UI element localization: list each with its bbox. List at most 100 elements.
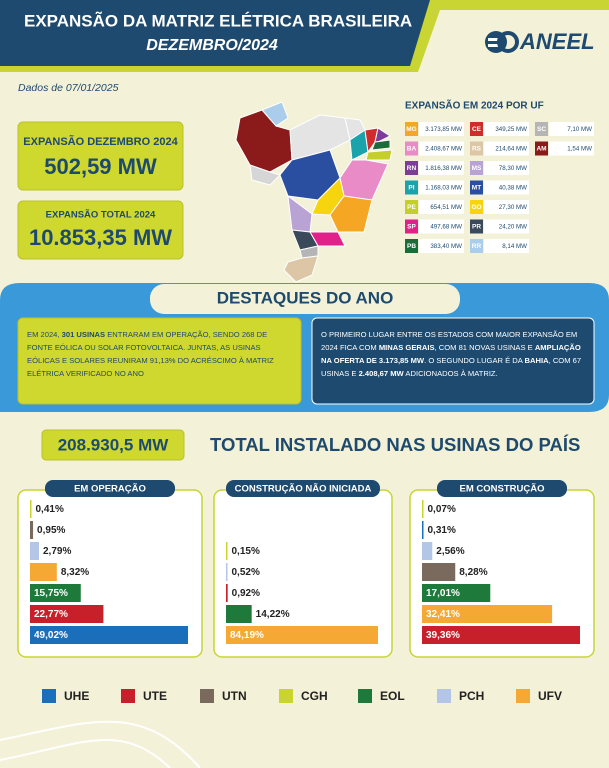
uf-value-box (484, 122, 529, 136)
uf-code: PR (472, 224, 481, 231)
uf-code: SC (537, 126, 546, 133)
bar (30, 500, 32, 518)
uf-value-box (419, 161, 464, 175)
kpi-value: 502,59 MW (44, 154, 157, 179)
bold-text: MINAS GERAIS (378, 343, 435, 352)
highlights-title: DESTAQUES DO ANO (217, 288, 394, 307)
highlight-box (17, 317, 302, 405)
bar (422, 584, 491, 602)
text: ADICIONADOS À MATRIZ. (403, 369, 498, 378)
header-band (0, 0, 430, 66)
text: . O SEGUNDO LUGAR É DA (424, 356, 525, 365)
bar-label: 49,02% (34, 630, 68, 641)
bar-label: 2,79% (43, 546, 71, 557)
uf-value-box (419, 219, 464, 234)
bar-label: 2,56% (436, 546, 464, 557)
uf-badge (470, 180, 483, 195)
uf-value: 7,10 MW (567, 126, 592, 133)
legend-swatch (437, 689, 451, 703)
bar (30, 626, 188, 644)
uf-badge (405, 122, 418, 136)
uf-badge (470, 122, 483, 136)
bold-text: 2.408,67 MW (358, 369, 404, 378)
uf-value: 1.168,03 MW (425, 185, 462, 192)
bar-label: 15,75% (34, 588, 68, 599)
text: O PRIMEIRO LUGAR ENTRE OS ESTADOS COM MA… (321, 330, 578, 352)
uf-badge (405, 239, 418, 253)
header-subtitle: DEZEMBRO/2024 (146, 37, 278, 54)
uf-value: 383,40 MW (430, 243, 462, 250)
kpi-box (17, 121, 184, 191)
highlight-text: O PRIMEIRO LUGAR ENTRE OS ESTADOS COM MA… (321, 328, 585, 380)
chart-title: EM OPERAÇÃO (74, 484, 146, 495)
bar-label: 39,36% (426, 630, 460, 641)
highlight-text: EM 2024, 301 USINAS ENTRARAM EM OPERAÇÃO… (27, 328, 292, 380)
chart-title-pill (437, 480, 567, 497)
bar-label: 0,07% (428, 504, 456, 515)
text: EM 2024, (27, 330, 62, 339)
bar-label: 17,01% (426, 588, 460, 599)
uf-value-box (484, 219, 529, 234)
kpi-label: EXPANSÃO TOTAL 2024 (46, 210, 156, 221)
uf-badge (405, 200, 418, 214)
bar (30, 563, 57, 581)
bar-label: 0,31% (428, 525, 456, 536)
uf-code: AM (536, 146, 546, 153)
uf-code: PE (407, 204, 416, 211)
uf-code: CE (472, 126, 482, 133)
uf-code: SP (407, 224, 416, 231)
uf-table-title: EXPANSÃO EM 2024 POR UF (405, 99, 544, 112)
bar-label: 14,22% (256, 609, 290, 620)
bar (422, 500, 424, 518)
highlight-box (311, 317, 595, 405)
legend-label: EOL (380, 689, 405, 703)
brazil-map (235, 101, 393, 283)
legend-swatch (121, 689, 135, 703)
text: ENTRARAM EM OPERAÇÃO, SENDO 268 DE FONTE… (27, 330, 274, 378)
bar (226, 626, 378, 644)
bar (30, 521, 34, 539)
bar (422, 626, 580, 644)
total-label: TOTAL INSTALADO NAS USINAS DO PAÍS (210, 434, 580, 455)
legend-swatch (358, 689, 372, 703)
bar (30, 584, 81, 602)
bold-text: 301 USINAS (61, 330, 106, 339)
bar (226, 542, 228, 560)
bar (30, 542, 39, 560)
bar (226, 563, 228, 581)
bar-label: 0,41% (36, 504, 64, 515)
kpi-box (17, 200, 184, 260)
uf-value: 1.816,38 MW (425, 165, 462, 172)
bar-label: 0,95% (37, 525, 65, 536)
chart-title: CONSTRUÇÃO NÃO INICIADA (235, 484, 372, 495)
uf-value-box (484, 141, 529, 156)
decor-lines (0, 720, 201, 768)
uf-value-box (419, 200, 464, 214)
uf-value-box (419, 122, 464, 136)
legend-swatch (516, 689, 530, 703)
bar (422, 521, 424, 539)
uf-code: PB (407, 243, 416, 250)
total-box (41, 429, 185, 461)
chart-title-pill (45, 480, 175, 497)
uf-value: 78,30 MW (499, 165, 527, 172)
uf-badge (405, 180, 418, 195)
uf-code: RN (407, 165, 417, 172)
legend-label: UTN (222, 689, 247, 703)
uf-badge (470, 239, 483, 253)
uf-value: 2.408,67 MW (425, 146, 462, 153)
legend-label: PCH (459, 689, 484, 703)
header-title: EXPANSÃO DA MATRIZ ELÉTRICA BRASILEIRA (24, 10, 412, 30)
text: , COM 81 NOVAS USINAS E (434, 343, 535, 352)
uf-value-box (419, 141, 464, 156)
bar-label: 0,52% (232, 567, 260, 578)
bar (226, 605, 252, 623)
uf-code: MT (472, 185, 481, 192)
uf-code: RS (472, 146, 482, 153)
uf-value-box (484, 161, 529, 175)
uf-code: PI (408, 185, 414, 192)
legend-swatch (279, 689, 293, 703)
legend-swatch (200, 689, 214, 703)
uf-value: 24,20 MW (499, 224, 527, 231)
